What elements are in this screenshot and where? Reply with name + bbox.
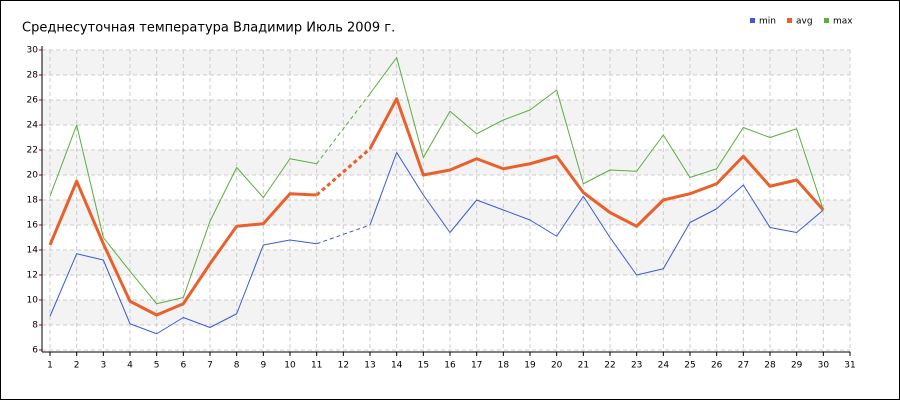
x-tick-label: 31 (844, 361, 855, 371)
x-tick-label: 20 (551, 361, 563, 371)
x-tick-label: 10 (284, 361, 296, 371)
legend-label: max (833, 17, 853, 27)
x-tick-label: 8 (234, 361, 240, 371)
x-tick-label: 5 (154, 361, 160, 371)
x-tick-label: 13 (364, 361, 375, 371)
band (42, 300, 850, 325)
x-tick-label: 29 (791, 361, 803, 371)
y-tick-label: 6 (32, 346, 38, 356)
y-tick-label: 12 (27, 271, 38, 281)
legend-swatch (824, 18, 829, 23)
chart-title: Среднесуточная температура Владимир Июль… (22, 21, 395, 36)
y-tick-label: 28 (27, 71, 39, 81)
x-tick-label: 24 (658, 361, 670, 371)
x-tick-label: 21 (578, 361, 589, 371)
band (42, 50, 850, 75)
x-tick-label: 23 (631, 361, 642, 371)
y-tick-label: 18 (27, 196, 39, 206)
y-tick-label: 8 (32, 321, 38, 331)
x-tick-label: 30 (818, 361, 830, 371)
x-tick-label: 2 (74, 361, 80, 371)
x-tick-label: 18 (498, 361, 510, 371)
x-tick-label: 16 (444, 361, 456, 371)
legend-swatch (750, 18, 755, 23)
x-tick-label: 17 (471, 361, 482, 371)
gap-bridge (315, 147, 371, 197)
x-tick-label: 7 (207, 361, 213, 371)
x-tick-label: 14 (391, 361, 403, 371)
y-tick-label: 16 (27, 221, 39, 231)
legend-label: avg (796, 17, 813, 27)
x-tick-label: 28 (764, 361, 776, 371)
band (42, 100, 850, 125)
legend-label: min (759, 17, 776, 27)
x-tick-label: 11 (311, 361, 322, 371)
series-line (49, 57, 824, 305)
x-tick-label: 15 (418, 361, 429, 371)
band (42, 200, 850, 225)
y-tick-label: 24 (27, 121, 39, 131)
x-tick-label: 26 (711, 361, 723, 371)
y-tick-label: 30 (27, 46, 39, 56)
series-line (48, 97, 825, 317)
gap-bridge (316, 93, 371, 165)
legend-swatch (787, 18, 792, 23)
x-tick-label: 9 (260, 361, 266, 371)
x-tick-label: 4 (127, 361, 133, 371)
series-line (49, 152, 824, 335)
y-tick-label: 14 (27, 246, 39, 256)
x-tick-label: 22 (604, 361, 615, 371)
x-tick-label: 27 (738, 361, 749, 371)
x-tick-label: 3 (100, 361, 106, 371)
y-tick-label: 10 (27, 296, 39, 306)
band (42, 250, 850, 275)
x-tick-label: 25 (684, 361, 695, 371)
x-tick-label: 6 (180, 361, 186, 371)
x-tick-label: 19 (524, 361, 536, 371)
y-tick-label: 20 (27, 171, 39, 181)
x-tick-label: 1 (47, 361, 53, 371)
y-tick-label: 26 (27, 96, 39, 106)
gap-bridge (316, 224, 371, 245)
y-tick-label: 22 (27, 146, 38, 156)
x-tick-label: 12 (338, 361, 349, 371)
